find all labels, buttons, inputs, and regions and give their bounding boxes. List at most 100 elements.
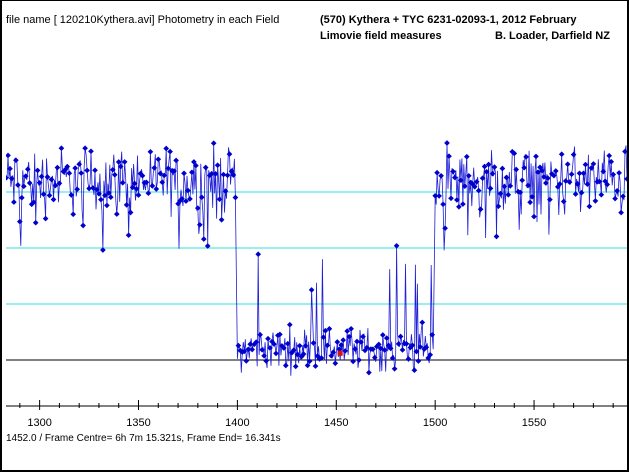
data-point <box>86 185 92 192</box>
chart-subtitle: Limovie field measures <box>320 30 442 42</box>
data-point <box>13 157 19 164</box>
data-point <box>477 206 484 213</box>
data-point <box>302 343 309 349</box>
data-point <box>344 328 351 334</box>
data-point <box>157 170 164 177</box>
data-point <box>564 161 571 168</box>
data-point <box>336 346 343 353</box>
data-point <box>286 321 293 328</box>
data-point <box>42 215 49 222</box>
data-point <box>64 163 71 170</box>
data-point <box>491 164 498 170</box>
frame-info-footer: 1452.0 / Frame Centre= 6h 7m 15.321s, Fr… <box>6 433 281 444</box>
chart-title: (570) Kythera + TYC 6231-02093-1, 2012 F… <box>320 14 577 26</box>
data-point <box>588 165 595 171</box>
data-point <box>6 152 11 159</box>
data-point <box>88 148 94 155</box>
data-point <box>243 358 250 364</box>
data-point <box>458 177 464 184</box>
series-group <box>6 140 627 376</box>
data-point <box>460 201 466 207</box>
data-point <box>560 198 567 205</box>
file-name-label: file name [ 120210Kythera.avi] Photometr… <box>6 14 280 26</box>
x-tick-label: 1400 <box>225 417 249 429</box>
data-point <box>527 199 533 206</box>
data-point <box>415 358 422 364</box>
data-point <box>576 170 583 177</box>
data-point <box>304 362 311 369</box>
data-point <box>259 346 265 353</box>
data-point <box>216 196 223 203</box>
data-point <box>181 170 187 177</box>
data-point <box>90 185 96 191</box>
data-point <box>235 342 242 349</box>
data-point <box>614 187 620 194</box>
data-point <box>356 357 362 363</box>
data-point <box>427 351 434 358</box>
data-point <box>98 196 104 203</box>
data-point <box>312 363 319 369</box>
data-point <box>70 211 77 218</box>
data-point <box>123 202 130 208</box>
data-point <box>489 170 496 177</box>
x-tick-label: 1350 <box>126 417 150 429</box>
data-point <box>241 348 248 355</box>
data-point <box>320 334 327 341</box>
data-point <box>517 189 524 196</box>
data-point <box>568 171 575 178</box>
data-point <box>461 183 468 190</box>
data-point <box>121 159 128 165</box>
data-point <box>46 192 53 199</box>
data-point <box>290 347 297 353</box>
data-point <box>179 195 185 202</box>
data-point <box>159 179 166 186</box>
data-point <box>606 152 613 159</box>
data-point <box>429 331 436 338</box>
data-point <box>501 183 508 190</box>
data-point <box>24 166 31 173</box>
data-point <box>171 168 177 174</box>
data-point <box>163 145 170 152</box>
data-point <box>448 195 454 202</box>
data-point <box>257 331 263 338</box>
data-point <box>198 194 205 201</box>
data-point <box>161 172 168 179</box>
data-point <box>185 187 191 194</box>
data-point <box>543 180 549 186</box>
data-point <box>253 339 260 345</box>
data-point <box>612 195 618 202</box>
data-point <box>529 193 535 200</box>
data-point <box>348 325 354 332</box>
data-point <box>76 161 83 168</box>
data-point <box>267 345 273 351</box>
data-point <box>292 363 299 370</box>
data-point <box>584 181 591 188</box>
data-point <box>68 192 75 198</box>
data-point <box>245 346 252 353</box>
data-point <box>58 145 65 152</box>
data-point <box>545 175 551 182</box>
data-point <box>143 179 150 186</box>
data-point <box>497 190 504 197</box>
data-point <box>183 198 189 204</box>
data-point <box>432 192 439 199</box>
data-point <box>125 232 132 239</box>
x-tick-label: 1550 <box>522 417 546 429</box>
data-point <box>135 192 142 198</box>
data-point <box>405 356 412 362</box>
data-point <box>434 169 440 176</box>
data-point <box>72 165 79 171</box>
data-point <box>165 165 172 172</box>
data-point <box>167 148 173 155</box>
data-point <box>346 333 352 340</box>
data-point <box>598 191 605 198</box>
data-point <box>393 242 400 249</box>
data-point <box>139 172 146 179</box>
data-point <box>399 347 406 353</box>
data-point <box>387 345 394 352</box>
data-point <box>204 243 211 249</box>
data-point <box>322 327 329 334</box>
data-point <box>450 168 456 175</box>
data-point <box>9 175 15 182</box>
